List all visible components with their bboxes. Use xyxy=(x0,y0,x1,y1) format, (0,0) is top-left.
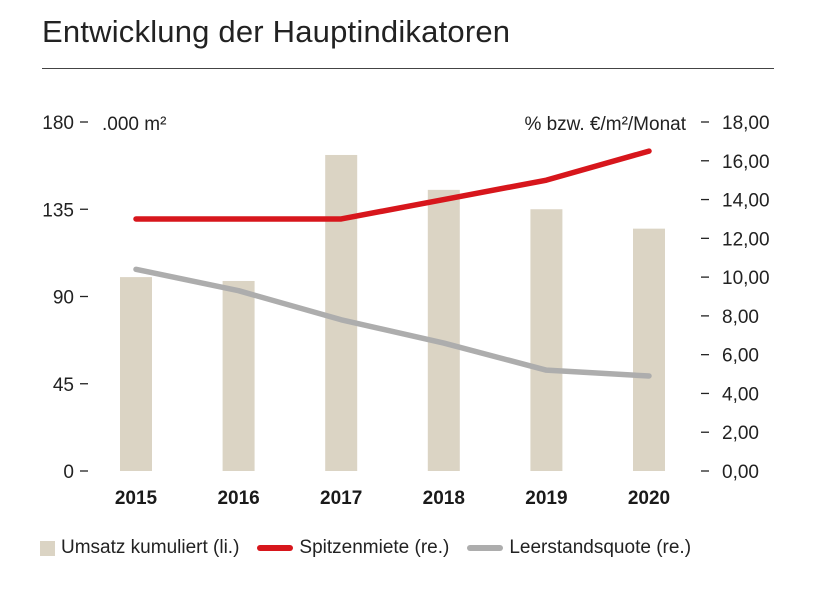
lines-layer xyxy=(133,148,652,379)
left-tick-label: 135 xyxy=(42,200,74,221)
right-tick-label: 18,00 xyxy=(722,113,770,134)
bar-2015 xyxy=(120,277,152,471)
legend-swatch-leerstandsquote xyxy=(467,545,504,551)
left-tick-label: 90 xyxy=(53,288,74,309)
legend-swatch-umsatz xyxy=(40,540,55,556)
legend-item-leerstandsquote: Leerstandsquote (re.) xyxy=(467,537,691,559)
legend-label-leerstandsquote: Leerstandsquote (re.) xyxy=(509,537,692,558)
chart-title: Entwicklung der Hauptindikatoren xyxy=(42,14,511,49)
bar-2017 xyxy=(325,154,358,471)
legend-label-umsatz: Umsatz kumuliert (li.) xyxy=(61,537,240,558)
chart-area: 0 45 90 135 180 0,00 2,00 4,00 6,00 8,00 10,00 12,… xyxy=(42,113,770,509)
legend: Umsatz kumuliert (li.) Spitzenmiete (re.… xyxy=(40,537,691,559)
legend-swatch-spitzenmiete xyxy=(257,545,294,551)
line-leerstandsquote xyxy=(133,266,652,379)
x-tick-label-2017: 2017 xyxy=(320,488,362,509)
bar-2018 xyxy=(427,189,460,471)
right-tick-label: 14,00 xyxy=(722,191,770,212)
bars-layer xyxy=(120,154,665,471)
right-tick-label: 4,00 xyxy=(722,384,759,405)
right-axis-unit: % bzw. €/m²/Monat xyxy=(524,114,686,135)
x-axis: 2015 2016 2017 2018 2019 2020 xyxy=(115,488,670,509)
right-tick-label: 2,00 xyxy=(722,423,759,444)
left-axis: 0 45 90 135 180 xyxy=(42,113,88,483)
right-tick-label: 8,00 xyxy=(722,307,759,328)
bar-2016 xyxy=(222,280,255,471)
bar-2019 xyxy=(530,209,563,471)
right-tick-label: 12,00 xyxy=(722,229,770,250)
x-tick-label-2016: 2016 xyxy=(217,488,259,509)
x-tick-label-2015: 2015 xyxy=(115,488,158,509)
left-tick-label: 0 xyxy=(63,462,74,483)
title-divider xyxy=(42,68,774,69)
x-tick-label-2019: 2019 xyxy=(525,488,567,509)
legend-label-spitzenmiete: Spitzenmiete (re.) xyxy=(299,537,450,558)
right-axis: 0,00 2,00 4,00 6,00 8,00 10,00 12,00 14,00 16,00… xyxy=(701,113,770,483)
x-tick-label-2020: 2020 xyxy=(628,488,670,509)
legend-item-spitzenmiete: Spitzenmiete (re.) xyxy=(257,537,449,559)
right-tick-label: 10,00 xyxy=(722,268,770,289)
legend-item-umsatz: Umsatz kumuliert (li.) xyxy=(40,537,239,559)
right-tick-label: 6,00 xyxy=(722,346,759,367)
left-tick-label: 180 xyxy=(42,113,74,134)
right-tick-label: 16,00 xyxy=(722,152,770,173)
x-tick-label-2018: 2018 xyxy=(423,488,465,509)
line-spitzenmiete xyxy=(133,148,652,222)
left-tick-label: 45 xyxy=(53,375,74,396)
right-tick-label: 0,00 xyxy=(722,462,759,483)
left-axis-unit: .000 m² xyxy=(102,114,166,135)
bar-2020 xyxy=(633,228,665,471)
